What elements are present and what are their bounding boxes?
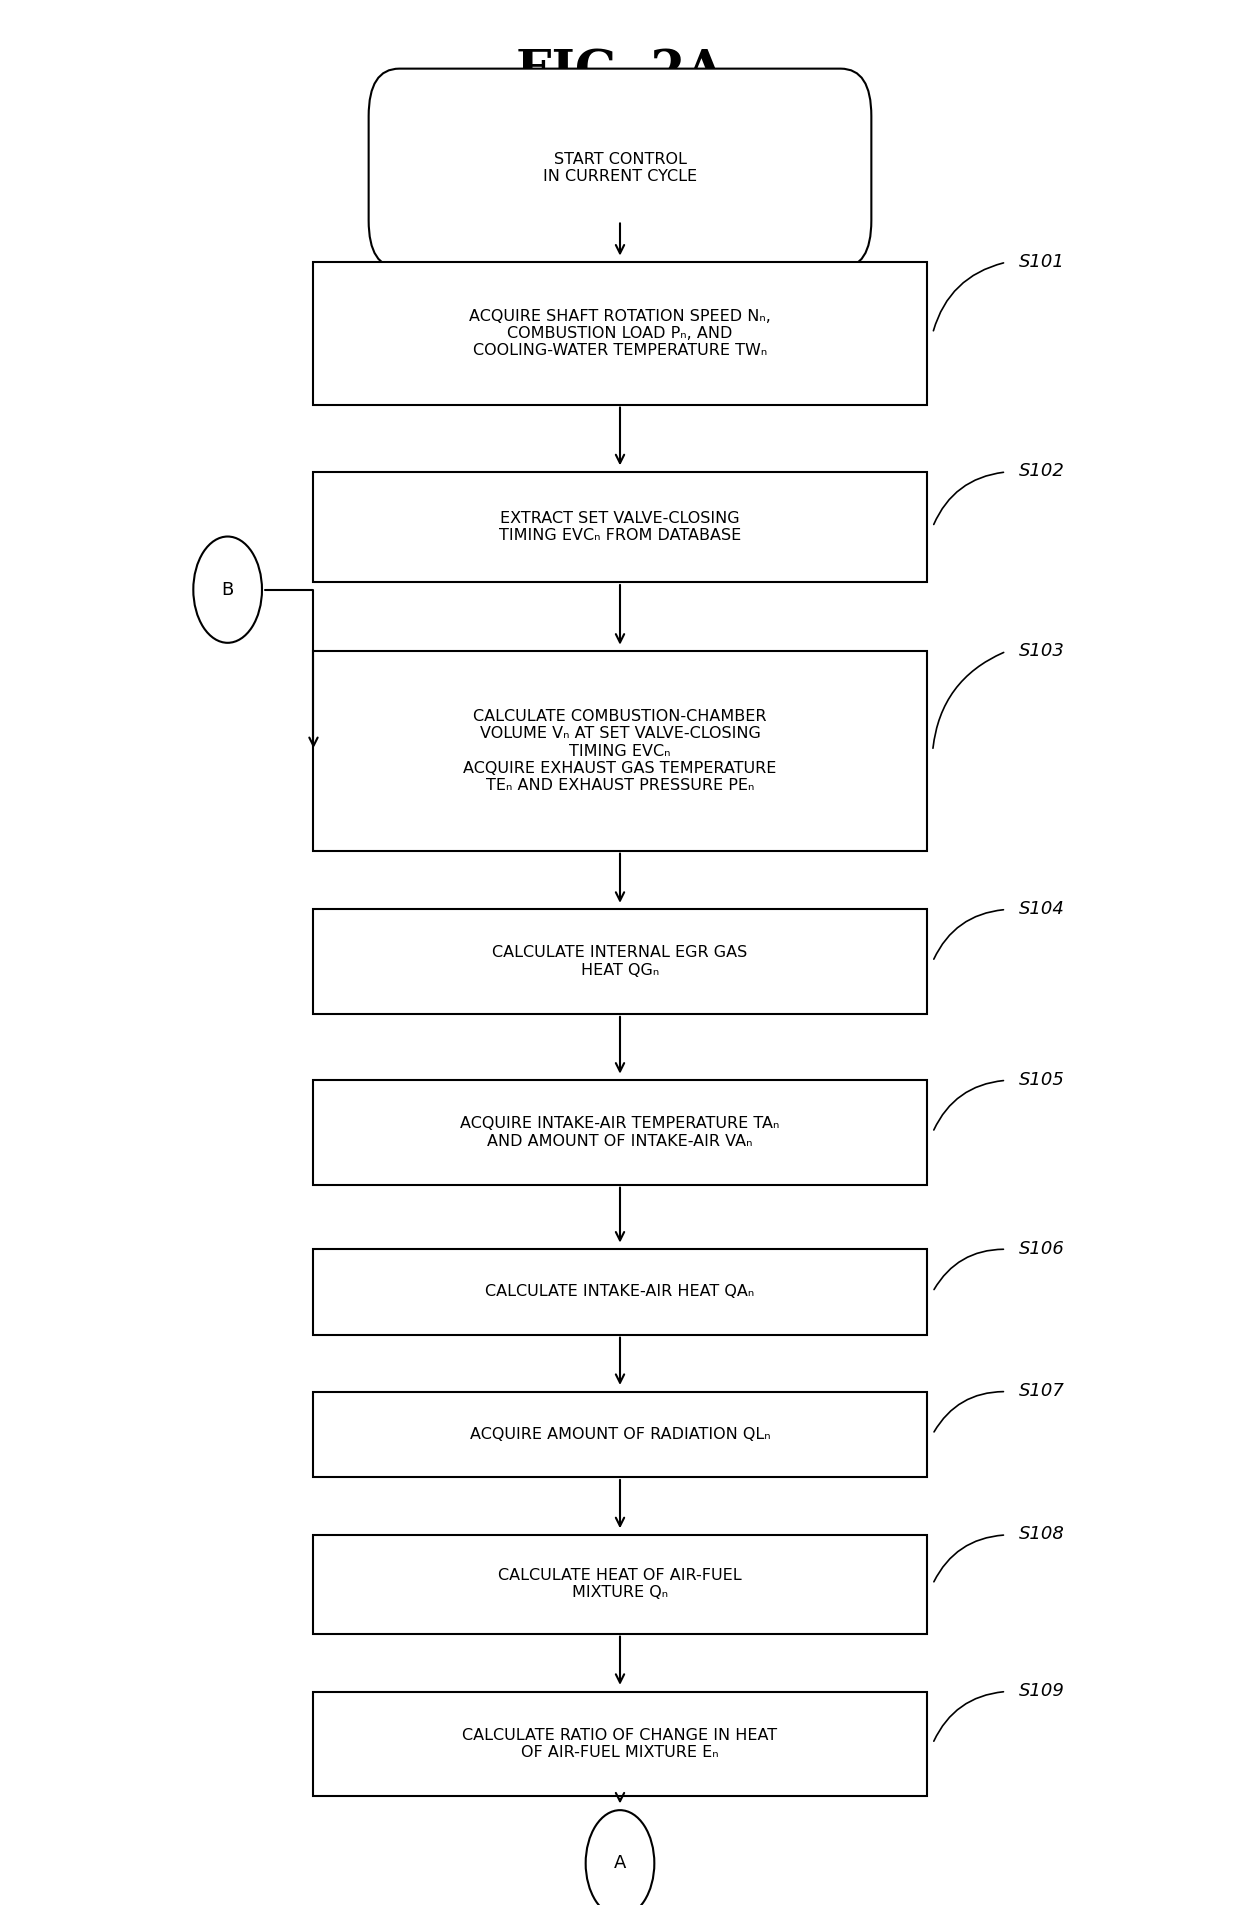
- FancyBboxPatch shape: [314, 262, 926, 405]
- Text: CALCULATE RATIO OF CHANGE IN HEAT
OF AIR-FUEL MIXTURE Eₙ: CALCULATE RATIO OF CHANGE IN HEAT OF AIR…: [463, 1728, 777, 1759]
- Text: ACQUIRE INTAKE-AIR TEMPERATURE TAₙ
AND AMOUNT OF INTAKE-AIR VAₙ: ACQUIRE INTAKE-AIR TEMPERATURE TAₙ AND A…: [460, 1117, 780, 1149]
- Text: B: B: [222, 581, 234, 598]
- Text: S106: S106: [1018, 1239, 1064, 1258]
- Text: S108: S108: [1018, 1526, 1064, 1543]
- Text: S101: S101: [1018, 252, 1064, 272]
- Circle shape: [585, 1811, 655, 1912]
- FancyBboxPatch shape: [314, 1692, 926, 1795]
- FancyBboxPatch shape: [314, 652, 926, 851]
- Text: S102: S102: [1018, 463, 1064, 480]
- Text: CALCULATE HEAT OF AIR-FUEL
MIXTURE Qₙ: CALCULATE HEAT OF AIR-FUEL MIXTURE Qₙ: [498, 1568, 742, 1600]
- FancyBboxPatch shape: [368, 69, 872, 268]
- Text: ACQUIRE AMOUNT OF RADIATION QLₙ: ACQUIRE AMOUNT OF RADIATION QLₙ: [470, 1426, 770, 1442]
- Text: CALCULATE INTAKE-AIR HEAT QAₙ: CALCULATE INTAKE-AIR HEAT QAₙ: [485, 1285, 755, 1300]
- FancyBboxPatch shape: [314, 1535, 926, 1633]
- FancyBboxPatch shape: [314, 1249, 926, 1335]
- Text: S105: S105: [1018, 1071, 1064, 1088]
- Text: S103: S103: [1018, 642, 1064, 660]
- Text: S104: S104: [1018, 901, 1064, 918]
- Circle shape: [193, 537, 262, 642]
- Text: EXTRACT SET VALVE-CLOSING
TIMING EVCₙ FROM DATABASE: EXTRACT SET VALVE-CLOSING TIMING EVCₙ FR…: [498, 511, 742, 543]
- Text: A: A: [614, 1855, 626, 1872]
- FancyBboxPatch shape: [314, 910, 926, 1013]
- Text: FIG. 2A: FIG. 2A: [516, 50, 724, 98]
- Text: S107: S107: [1018, 1382, 1064, 1400]
- FancyBboxPatch shape: [314, 1392, 926, 1478]
- Text: CALCULATE INTERNAL EGR GAS
HEAT QGₙ: CALCULATE INTERNAL EGR GAS HEAT QGₙ: [492, 946, 748, 977]
- Text: CALCULATE COMBUSTION-CHAMBER
VOLUME Vₙ AT SET VALVE-CLOSING
TIMING EVCₙ
ACQUIRE : CALCULATE COMBUSTION-CHAMBER VOLUME Vₙ A…: [464, 709, 776, 793]
- FancyBboxPatch shape: [314, 1080, 926, 1185]
- Text: S109: S109: [1018, 1683, 1064, 1700]
- FancyBboxPatch shape: [314, 472, 926, 581]
- Text: START CONTROL
IN CURRENT CYCLE: START CONTROL IN CURRENT CYCLE: [543, 153, 697, 184]
- Text: ACQUIRE SHAFT ROTATION SPEED Nₙ,
COMBUSTION LOAD Pₙ, AND
COOLING-WATER TEMPERATU: ACQUIRE SHAFT ROTATION SPEED Nₙ, COMBUST…: [469, 308, 771, 358]
